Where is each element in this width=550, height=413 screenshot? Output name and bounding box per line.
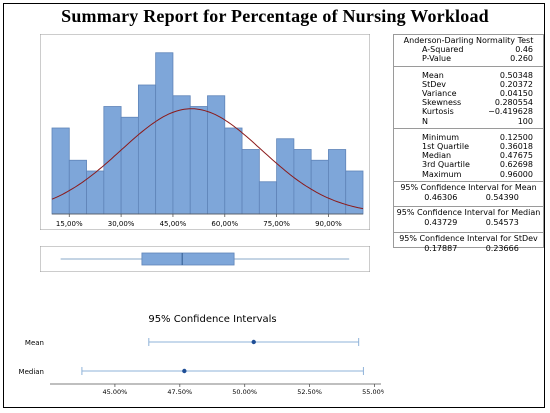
boxplot-chart [40, 246, 370, 272]
histogram-bar [224, 127, 243, 215]
histogram-bar [189, 106, 208, 215]
stat-row-a-squared: A-Squared 0.46 [422, 45, 533, 55]
histogram-bar [241, 149, 260, 215]
ci-median-section: 95% Confidence Interval for Median 0.437… [394, 207, 543, 233]
histogram-x-tick-label: 30,00% [108, 220, 135, 228]
histogram-x-tick-label: 75,00% [263, 220, 290, 228]
ci-median-values: 0.43729 0.54573 [424, 218, 519, 228]
moments-section: Mean 0.50348 StDev 0.20372 Variance 0.04150… [394, 67, 543, 129]
stat-row-n: N 100 [422, 116, 533, 126]
histogram-bar [276, 138, 295, 215]
histogram-chart: 15,00% 30,00% 45,00% 60,00% 75,00% 90,00% [40, 34, 370, 230]
statistics-panel: Anderson-Darling Normality Test A-Square… [393, 34, 544, 253]
report-title: Summary Report for Percentage of Nursing… [61, 6, 489, 26]
histogram-bar [137, 84, 157, 215]
quantiles-section: Minimum 0.12500 1st Quartile 0.36018 Media… [394, 129, 543, 182]
histogram-bar [120, 116, 139, 215]
ci-mean-section: 95% Confidence Interval for Mean 0.46306… [394, 182, 543, 208]
ci-chart-title: 95% Confidence Intervals [148, 314, 277, 325]
histogram-bar [51, 127, 70, 215]
histogram-bar [155, 52, 174, 215]
ci-stdev-section: 95% Confidence Interval for StDev 0.1788… [394, 233, 543, 257]
stat-row-minimum: Minimum 0.12500 [422, 132, 533, 142]
boxplot-box [141, 252, 235, 266]
histogram-bar [103, 106, 122, 215]
histogram-bar [172, 95, 191, 215]
histogram-bar [258, 181, 278, 215]
stat-row-stdev: StDev 0.20372 [422, 79, 533, 89]
stat-row-3rd-quartile: 3rd Quartile 0.62698 [422, 160, 533, 170]
ci-row-label: Median [19, 368, 44, 376]
ci-x-tick-label: 52,50% [297, 388, 322, 394]
histogram-bar [207, 95, 226, 215]
ci-median-title: 95% Confidence Interval for Median [396, 208, 541, 218]
report-frame [3, 3, 545, 408]
ci-x-tick-label: 55,00% [362, 388, 384, 394]
histogram-x-tick-label: 90,00% [315, 220, 342, 228]
ci-stdev-values: 0.17887 0.23666 [424, 243, 519, 253]
anderson-darling-section: Anderson-Darling Normality Test A-Square… [394, 35, 543, 67]
histogram-bar [293, 149, 312, 215]
ci-mean-values: 0.46306 0.54390 [424, 193, 519, 203]
normal-fit-curve [51, 108, 364, 210]
histogram-bar [328, 149, 347, 215]
ci-point-estimate [251, 339, 256, 345]
histogram-x-tick-label: 45,00% [160, 220, 187, 228]
histogram-bar [345, 170, 364, 215]
stat-row-maximum: Maximum 0.96000 [422, 169, 533, 179]
confidence-interval-chart: Mean Median 45,00% 47,50% 50,00% 52,50% 55,00% [19, 338, 384, 394]
ci-point-estimate [182, 368, 187, 374]
stat-row-mean: Mean 0.50348 [422, 70, 533, 80]
stat-row-kurtosis: Kurtosis −0.419628 [422, 107, 533, 117]
ci-x-tick-label: 47,50% [167, 388, 192, 394]
ci-x-tick-label: 50,00% [232, 388, 257, 394]
ci-mean-title: 95% Confidence Interval for Mean [400, 182, 537, 192]
stat-row-1st-quartile: 1st Quartile 0.36018 [422, 142, 533, 152]
stat-row-p-value: P-Value 0.260 [422, 54, 533, 64]
histogram-x-tick-label: 15,00% [56, 220, 83, 228]
histogram-bar [310, 159, 329, 215]
histogram-x-tick-label: 60,00% [211, 220, 238, 228]
stat-row-variance: Variance 0.04150 [422, 89, 533, 99]
ci-stdev-title: 95% Confidence Interval for StDev [399, 233, 538, 243]
anderson-darling-title: Anderson-Darling Normality Test [403, 36, 534, 45]
histogram-bar [68, 159, 87, 215]
ci-x-tick-label: 45,00% [103, 388, 128, 394]
ci-row-label: Mean [25, 339, 44, 347]
stat-row-median: Median 0.47675 [422, 151, 533, 161]
stat-row-skewness: Skewness 0.280554 [422, 98, 533, 108]
